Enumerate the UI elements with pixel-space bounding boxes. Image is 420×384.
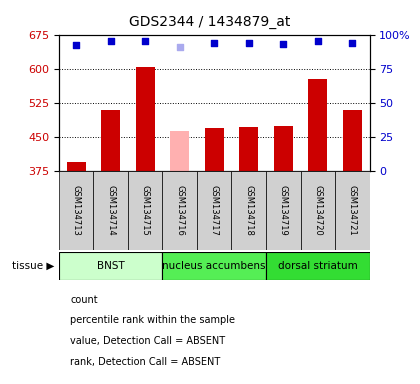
Bar: [93, 171, 128, 250]
Text: GSM134715: GSM134715: [141, 185, 150, 236]
Bar: [308, 79, 327, 171]
Point: [211, 40, 218, 46]
Text: GSM134717: GSM134717: [210, 185, 219, 236]
Bar: [266, 252, 370, 280]
Text: count: count: [70, 295, 98, 305]
Bar: [205, 128, 224, 171]
Bar: [128, 171, 163, 250]
Text: GDS2344 / 1434879_at: GDS2344 / 1434879_at: [129, 15, 291, 29]
Text: GSM134718: GSM134718: [244, 185, 253, 236]
Text: GSM134714: GSM134714: [106, 185, 115, 236]
Bar: [136, 67, 155, 171]
Text: GSM134713: GSM134713: [71, 185, 81, 236]
Bar: [266, 171, 301, 250]
Bar: [170, 131, 189, 171]
Text: GSM134719: GSM134719: [279, 185, 288, 236]
Bar: [66, 162, 86, 171]
Bar: [59, 171, 93, 250]
Bar: [59, 252, 163, 280]
Bar: [335, 171, 370, 250]
Text: rank, Detection Call = ABSENT: rank, Detection Call = ABSENT: [70, 357, 220, 367]
Text: dorsal striatum: dorsal striatum: [278, 261, 358, 271]
Point: [315, 38, 321, 45]
Point: [280, 41, 286, 47]
Bar: [163, 171, 197, 250]
Point: [349, 40, 356, 46]
Point: [176, 44, 183, 50]
Text: GSM134716: GSM134716: [175, 185, 184, 236]
Bar: [343, 109, 362, 171]
Bar: [301, 171, 335, 250]
Bar: [239, 127, 258, 171]
Text: BNST: BNST: [97, 261, 124, 271]
Point: [142, 38, 149, 45]
Bar: [231, 171, 266, 250]
Bar: [274, 126, 293, 171]
Text: GSM134720: GSM134720: [313, 185, 322, 236]
Text: tissue ▶: tissue ▶: [12, 261, 55, 271]
Bar: [197, 171, 231, 250]
Text: percentile rank within the sample: percentile rank within the sample: [70, 315, 235, 325]
Text: nucleus accumbens: nucleus accumbens: [163, 261, 266, 271]
Point: [73, 42, 79, 48]
Text: value, Detection Call = ABSENT: value, Detection Call = ABSENT: [70, 336, 226, 346]
Text: GSM134721: GSM134721: [348, 185, 357, 236]
Point: [245, 40, 252, 46]
Bar: [163, 252, 266, 280]
Bar: [101, 109, 120, 171]
Point: [107, 38, 114, 45]
